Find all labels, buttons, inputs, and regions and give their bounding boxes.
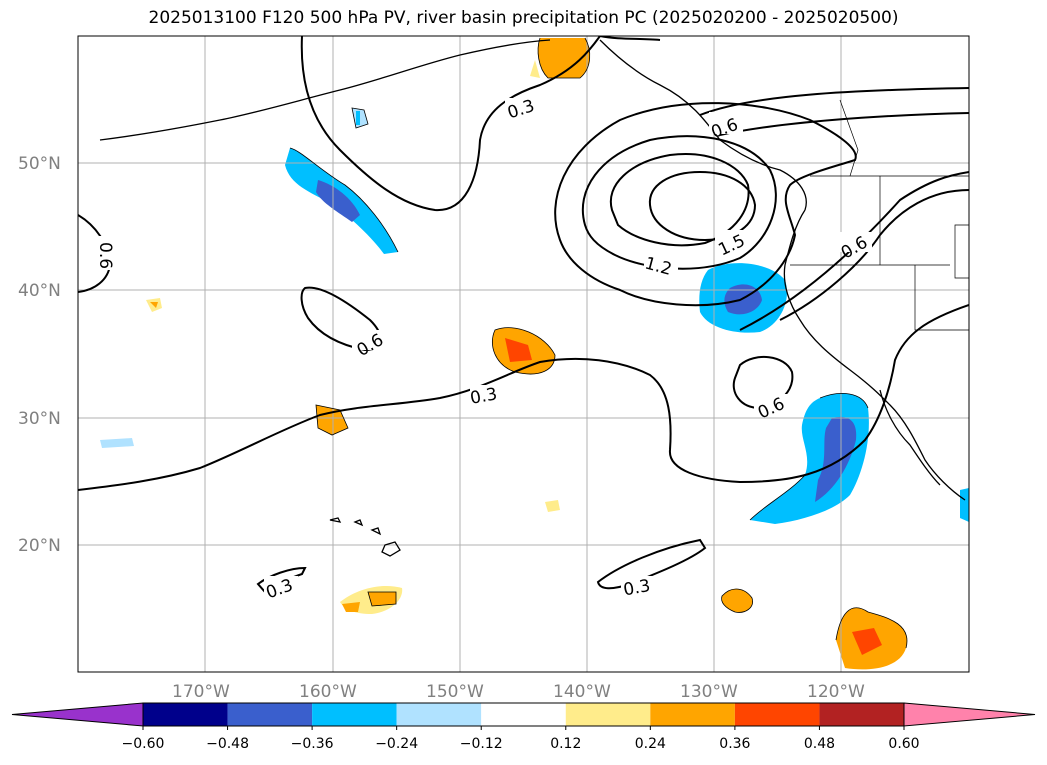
lon-label: 120°W <box>807 682 865 702</box>
colorbar-tick-label: −0.60 <box>122 736 165 752</box>
lat-label: 30°N <box>18 409 61 429</box>
contour-labels: 0.3 0.6 0.6 0.6 1.2 1.5 0.6 0.6 0.3 0.3 … <box>95 96 872 603</box>
shading-outlines <box>289 37 908 649</box>
colorbar-segment <box>565 703 651 726</box>
colorbar-tick-label: −0.48 <box>206 736 249 752</box>
colorbar-tick-label: 0.24 <box>635 736 666 752</box>
colorbar-segment <box>481 703 566 726</box>
latitude-labels: 50°N 40°N 30°N 20°N <box>18 154 61 556</box>
colorbar-tick-label: −0.24 <box>375 736 418 752</box>
lat-label: 50°N <box>18 154 61 174</box>
colorbar-segment <box>734 703 820 726</box>
colorbar-extend-min <box>11 702 144 727</box>
colorbar-tick-label: 0.60 <box>888 736 919 752</box>
map-content: 0.3 0.6 0.6 0.6 1.2 1.5 0.6 0.6 0.3 0.3 … <box>78 36 969 672</box>
lon-label: 170°W <box>172 682 230 702</box>
colorbar-segment <box>312 703 397 726</box>
colorbar-tick-label: 0.12 <box>550 736 581 752</box>
colorbar-segment <box>143 703 228 726</box>
contour-label: 0.3 <box>622 576 652 600</box>
contour-label: 0.3 <box>469 384 499 408</box>
graticule <box>78 36 969 672</box>
borders <box>790 99 969 331</box>
lat-label: 40°N <box>18 281 61 301</box>
colorbar-segment <box>650 703 735 726</box>
colorbar-tick-label: −0.36 <box>291 736 334 752</box>
colorbar-segment <box>396 703 482 726</box>
colorbar-tick-label: 0.48 <box>804 736 835 752</box>
map-title: 2025013100 F120 500 hPa PV, river basin … <box>148 8 899 28</box>
colorbar: −0.60 −0.48 −0.36 −0.24 −0.12 0.12 0.24 0.36 0.4… <box>11 702 1036 752</box>
map-frame <box>77 35 970 673</box>
colorbar-extend-max <box>903 702 1036 727</box>
colorbar-tick-label: −0.12 <box>460 736 503 752</box>
lon-label: 160°W <box>299 682 357 702</box>
longitude-labels: 170°W 160°W 150°W 140°W 130°W 120°W <box>172 682 865 702</box>
colorbar-tick-label: 0.36 <box>719 736 750 752</box>
colorbar-segment <box>819 703 904 726</box>
lat-label: 20°N <box>18 536 61 556</box>
colorbar-segment <box>227 703 313 726</box>
pv-contours <box>78 36 969 594</box>
contour-label: 0.6 <box>95 242 115 269</box>
lon-label: 130°W <box>680 682 738 702</box>
lon-label: 140°W <box>553 682 611 702</box>
pos-anomaly-region <box>538 38 590 78</box>
colorbar-border <box>142 702 905 727</box>
lon-label: 150°W <box>426 682 484 702</box>
